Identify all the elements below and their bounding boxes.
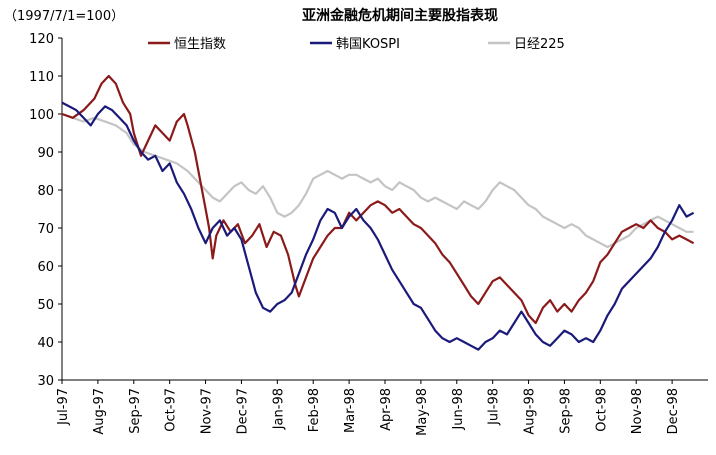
x-tick-label: Jul-98 (487, 388, 502, 426)
legend-label-1: 韩国KOSPI (336, 37, 400, 52)
series-line-1 (61, 101, 695, 351)
y-tick-label: 90 (37, 146, 54, 161)
x-tick-label: May-98 (415, 388, 430, 436)
legend-label-2: 日经225 (514, 37, 565, 52)
y-tick-label: 80 (37, 184, 54, 199)
x-tick-label: Nov-97 (200, 388, 215, 434)
y-axis: 30 40 50 60 70 80 90 100 110 120 (29, 32, 62, 389)
y-tick-label: 70 (37, 222, 54, 237)
x-tick-label: Sep-98 (558, 388, 573, 434)
x-tick-label: Apr-98 (379, 388, 394, 431)
legend: 恒生指数 韩国KOSPI 日经225 (148, 37, 565, 52)
x-tick-label: Nov-98 (630, 388, 645, 434)
x-tick-label: Mar-98 (343, 388, 358, 433)
y-tick-label: 100 (29, 108, 54, 123)
series-line-0 (61, 74, 695, 325)
x-axis: Jul-97 Aug-97 Sep-97 Oct-97 Nov-97 Dec-97 Jan-… (56, 380, 681, 436)
x-tick-label: Dec-98 (666, 388, 681, 434)
series-layer (61, 74, 695, 351)
x-tick-label: Sep-97 (128, 388, 143, 434)
y-tick-label: 30 (37, 374, 54, 389)
y-tick-label: 50 (37, 298, 54, 313)
x-tick-label: Oct-98 (594, 388, 609, 432)
x-tick-label: Oct-97 (164, 388, 179, 432)
x-tick-label: Dec-97 (235, 388, 250, 434)
y-tick-label: 110 (29, 70, 54, 85)
x-tick-label: Feb-98 (307, 388, 322, 432)
y-tick-label: 120 (29, 32, 54, 47)
x-tick-label: Jul-97 (56, 388, 71, 426)
x-tick-label: Jan-98 (271, 388, 286, 430)
plot-frame (61, 38, 708, 381)
x-tick-label: Aug-97 (92, 388, 107, 435)
x-tick-label: Jun-98 (451, 388, 466, 431)
y-tick-label: 40 (37, 336, 54, 351)
y-tick-label: 60 (37, 260, 54, 275)
base-note: （1997/7/1=100） (4, 9, 124, 24)
legend-label-0: 恒生指数 (174, 37, 226, 52)
chart-title: 亚洲金融危机期间主要股指表现 (302, 7, 498, 24)
series-line-2 (61, 112, 694, 249)
x-tick-label: Aug-98 (523, 388, 538, 435)
